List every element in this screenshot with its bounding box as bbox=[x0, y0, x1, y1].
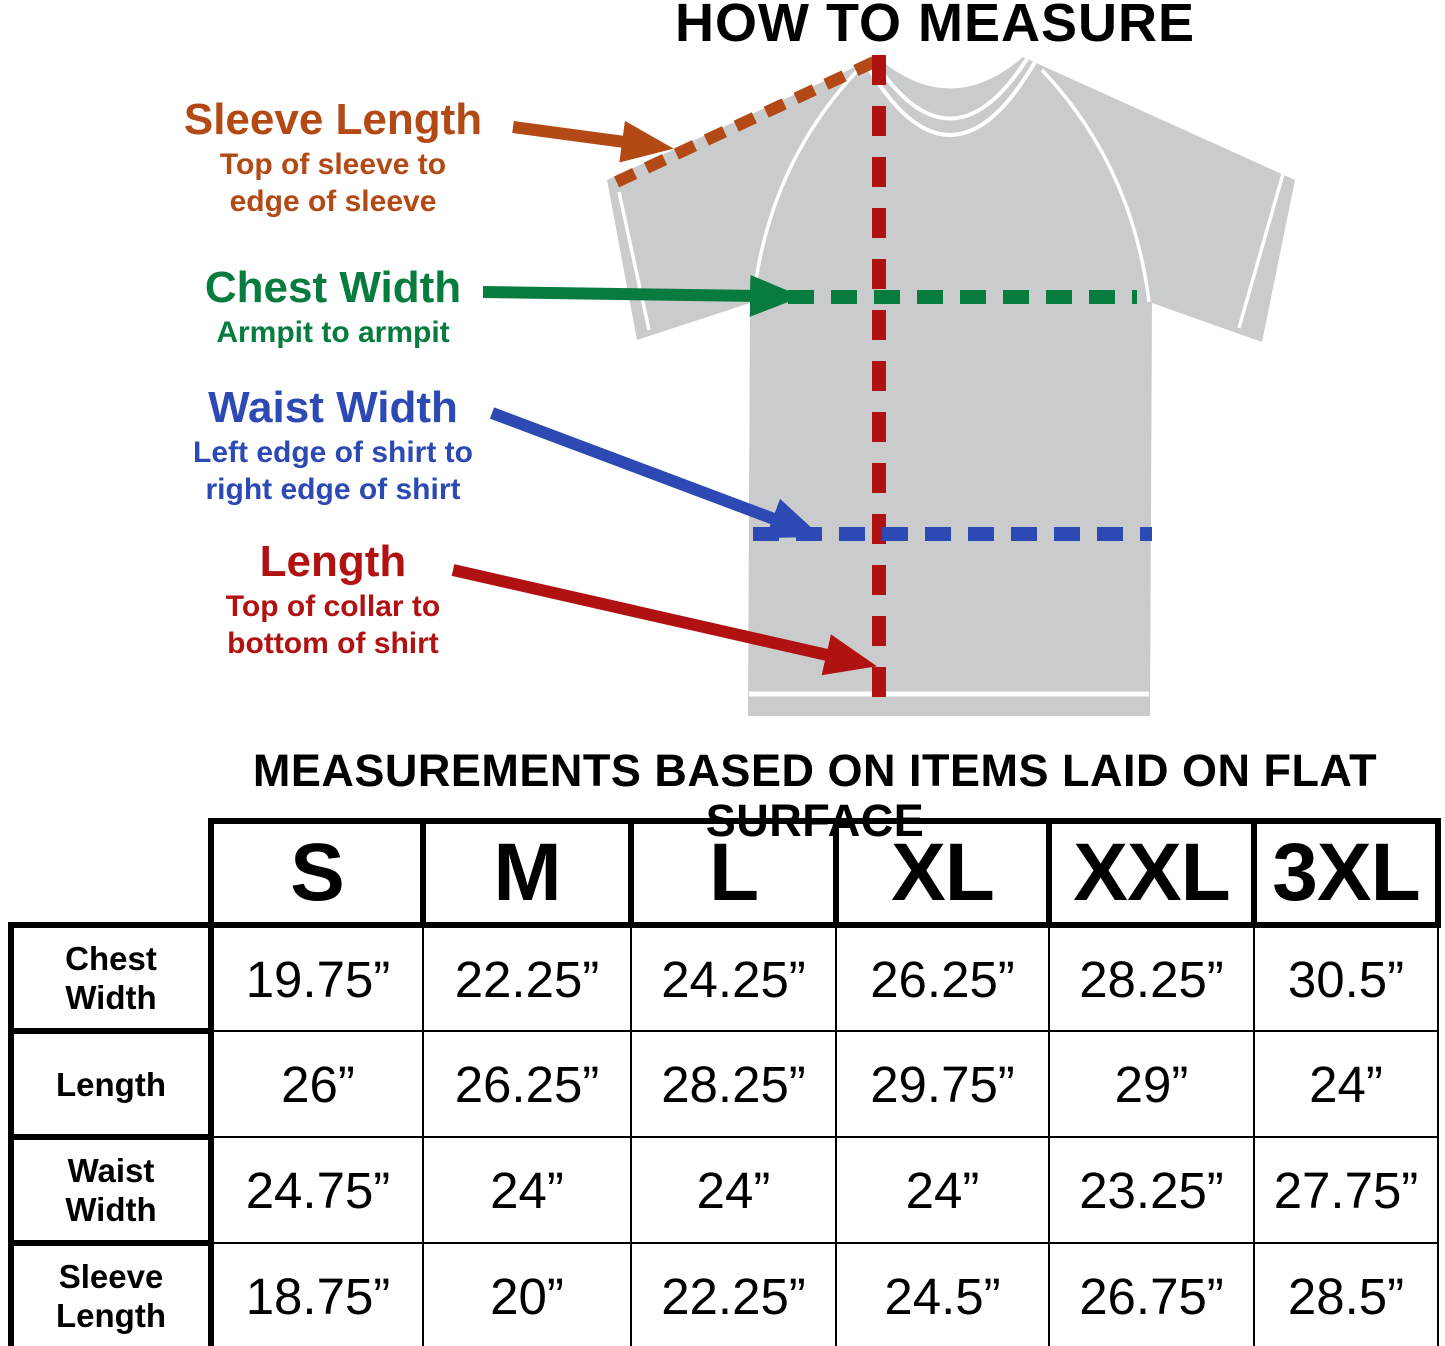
waist-width-value-xxl: 23.25” bbox=[1048, 1136, 1255, 1244]
sleeve-length-value-l: 22.25” bbox=[630, 1242, 837, 1346]
chest-width-row: Chest Width 19.75” 22.25” 24.25” 26.25” … bbox=[8, 922, 1439, 1034]
length-value-l: 28.25” bbox=[630, 1030, 837, 1138]
size-column-header-xxl: XXL bbox=[1046, 818, 1257, 928]
collar-seam-inner bbox=[863, 60, 1037, 137]
size-column-header-3xl: 3XL bbox=[1251, 818, 1441, 928]
table-corner-blank bbox=[11, 821, 211, 925]
annotation-waist-width-description: Left edge of shirt to right edge of shir… bbox=[193, 436, 473, 506]
length-value-m: 26.25” bbox=[422, 1030, 632, 1138]
length-value-s: 26” bbox=[210, 1030, 424, 1138]
chest-width-value-3xl: 30.5” bbox=[1253, 924, 1439, 1032]
annotation-chest-width: Chest Width Armpit to armpit bbox=[133, 262, 533, 351]
right-sleeve-seam bbox=[1040, 68, 1151, 303]
page-title: HOW TO MEASURE bbox=[674, 0, 1195, 53]
waist-width-value-m: 24” bbox=[422, 1136, 632, 1244]
annotation-chest-width-label: Chest Width bbox=[204, 263, 462, 312]
tshirt-measure-diagram bbox=[451, 55, 1295, 716]
length-row: Length 26” 26.25” 28.25” 29.75” 29” 24” bbox=[8, 1028, 1439, 1140]
annotation-waist-width-label: Waist Width bbox=[208, 383, 458, 432]
sleeve-length-value-3xl: 28.5” bbox=[1253, 1242, 1439, 1346]
waist-width-value-s: 24.75” bbox=[210, 1136, 424, 1244]
annotation-length-label: Length bbox=[259, 537, 407, 586]
sleeve-length-arrow bbox=[512, 120, 674, 163]
left-sleeve-seam bbox=[751, 68, 860, 303]
size-column-header-l: L bbox=[628, 818, 839, 928]
annotation-length: Length Top of collar to bottom of shirt bbox=[133, 536, 533, 662]
annotation-chest-width-description: Armpit to armpit bbox=[216, 316, 450, 349]
annotation-sleeve-length: Sleeve Length Top of sleeve to edge of s… bbox=[133, 94, 533, 220]
waist-width-value-l: 24” bbox=[630, 1136, 837, 1244]
chest-width-value-s: 19.75” bbox=[210, 924, 424, 1032]
row-label-length: Length bbox=[8, 1028, 214, 1140]
annotation-waist-width: Waist Width Left edge of shirt to right … bbox=[133, 382, 533, 508]
chest-width-arrow bbox=[482, 274, 802, 317]
waist-width-value-xl: 24” bbox=[835, 1136, 1050, 1244]
chest-width-value-xxl: 28.25” bbox=[1048, 924, 1255, 1032]
sleeve-length-value-m: 20” bbox=[422, 1242, 632, 1346]
annotation-length-description: Top of collar to bottom of shirt bbox=[225, 590, 441, 660]
waist-width-value-3xl: 27.75” bbox=[1253, 1136, 1439, 1244]
tshirt-silhouette bbox=[607, 57, 1295, 716]
collar-seam-outer bbox=[871, 57, 1029, 121]
size-column-header-s: S bbox=[208, 818, 426, 928]
length-arrow bbox=[451, 564, 877, 676]
sleeve-length-value-xxl: 26.75” bbox=[1048, 1242, 1255, 1346]
annotation-sleeve-length-description: Top of sleeve to edge of sleeve bbox=[219, 148, 447, 218]
waist-width-arrow bbox=[489, 407, 822, 539]
waist-width-row: Waist Width 24.75” 24” 24” 24” 23.25” 27… bbox=[8, 1134, 1439, 1246]
chest-width-value-m: 22.25” bbox=[422, 924, 632, 1032]
chest-width-value-xl: 26.25” bbox=[835, 924, 1050, 1032]
sleeve-length-row: Sleeve Length 18.75” 20” 22.25” 24.5” 26… bbox=[8, 1240, 1439, 1346]
sleeve-length-dash-line bbox=[609, 56, 877, 190]
right-sleeve-hem bbox=[1237, 173, 1285, 329]
row-label-chest-width: Chest Width bbox=[8, 922, 214, 1034]
row-label-waist-width: Waist Width bbox=[8, 1134, 214, 1246]
length-value-3xl: 24” bbox=[1253, 1030, 1439, 1138]
chest-width-value-l: 24.25” bbox=[630, 924, 837, 1032]
annotation-sleeve-length-label: Sleeve Length bbox=[183, 95, 483, 144]
left-sleeve-hem bbox=[617, 191, 651, 331]
size-column-header-xl: XL bbox=[833, 818, 1052, 928]
sleeve-length-value-xl: 24.5” bbox=[835, 1242, 1050, 1346]
sleeve-length-value-s: 18.75” bbox=[210, 1242, 424, 1346]
size-chart-table: S M L XL XXL 3XL Chest Width 19.75” 22.2… bbox=[8, 818, 1441, 1346]
length-value-xxl: 29” bbox=[1048, 1030, 1255, 1138]
size-header-row: S M L XL XXL 3XL bbox=[11, 818, 1441, 928]
size-column-header-m: M bbox=[420, 818, 634, 928]
row-label-sleeve-length: Sleeve Length bbox=[8, 1240, 214, 1346]
length-value-xl: 29.75” bbox=[835, 1030, 1050, 1138]
